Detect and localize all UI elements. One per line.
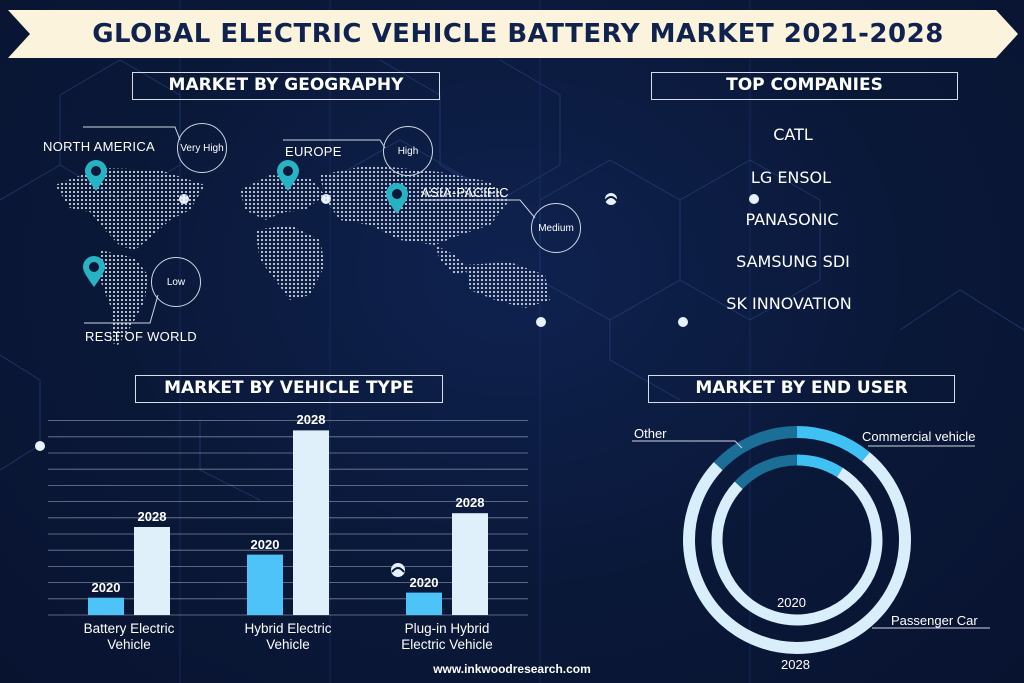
region-label-north-america: NORTH AMERICA	[43, 139, 156, 154]
donut-slice-2020	[734, 454, 798, 490]
company-item: SK INNOVATION	[726, 294, 852, 313]
company-item: PANASONIC	[745, 210, 839, 229]
level-bubble-north-america: Very High	[177, 123, 227, 173]
bar-2020	[88, 597, 124, 615]
bar-2028	[293, 430, 329, 615]
footer-url: www.inkwoodresearch.com	[433, 662, 591, 676]
bar-2020	[247, 554, 283, 615]
company-item: LG ENSOL	[750, 168, 832, 187]
region-label-europe: EUROPE	[285, 144, 342, 159]
donut-category-label: Other	[634, 426, 667, 441]
donut-slice-2028	[683, 452, 911, 654]
companies-heading: TOP COMPANIES	[651, 72, 958, 100]
geography-heading: MARKET BY GEOGRAPHY	[132, 72, 440, 100]
donut-slice-2028	[713, 426, 798, 471]
donut-year-label: 2028	[781, 657, 810, 672]
donut-category-label: Commercial vehicle	[862, 429, 976, 444]
level-bubble-rest-of-world: Low	[151, 257, 201, 307]
end-user-heading: MARKET BY END USER	[648, 375, 955, 403]
bar-year-label: 2028	[455, 495, 485, 510]
level-bubble-asia-pacific: Medium	[531, 203, 581, 253]
company-item: SAMSUNG SDI	[736, 252, 850, 271]
bar-year-label: 2020	[91, 580, 121, 595]
bar-2020	[406, 592, 442, 615]
category-label: Battery Electric Vehicle	[83, 621, 175, 652]
bar-2028	[452, 513, 488, 615]
location-pin-icon	[277, 160, 299, 191]
title-banner: GLOBAL ELECTRIC VEHICLE BATTERY MARKET 2…	[8, 10, 1018, 58]
donut-category-label: Passenger Car	[891, 613, 978, 628]
vehicle-type-heading: MARKET BY VEHICLE TYPE	[135, 375, 443, 403]
bar-year-label: 2028	[137, 509, 167, 524]
location-pin-icon	[386, 183, 408, 214]
donut-slice-2020	[711, 467, 883, 626]
donut-year-label: 2020	[777, 595, 806, 610]
location-pin-icon	[85, 160, 107, 191]
bar-year-label: 2020	[250, 537, 280, 552]
page-title: GLOBAL ELECTRIC VEHICLE BATTERY MARKET 2…	[92, 19, 944, 49]
bar-2028	[134, 527, 170, 615]
company-item: CATL	[773, 125, 813, 144]
region-label-asia-pacific: ASIA-PACIFIC	[421, 185, 509, 200]
donut-slice-2020	[796, 454, 843, 478]
donut-slice-2028	[796, 426, 870, 462]
bar-year-label: 2028	[296, 412, 326, 427]
location-pin-icon	[83, 256, 105, 287]
category-label: Plug-in Hybrid Electric Vehicle	[401, 621, 493, 652]
world-map	[55, 165, 550, 345]
bar-year-label: 2020	[409, 575, 439, 590]
category-label: Hybrid Electric Vehicle	[244, 621, 332, 652]
level-bubble-europe: High	[383, 126, 433, 176]
region-label-rest-of-world: REST OF WORLD	[85, 329, 198, 344]
